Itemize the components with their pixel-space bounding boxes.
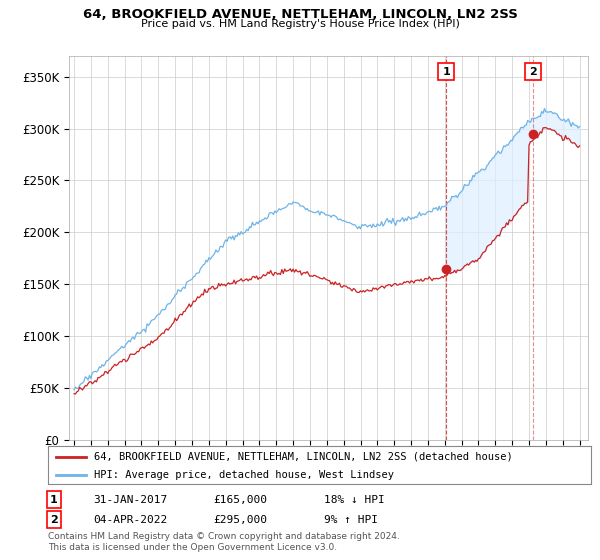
Text: HPI: Average price, detached house, West Lindsey: HPI: Average price, detached house, West… — [94, 470, 394, 480]
Text: 9% ↑ HPI: 9% ↑ HPI — [324, 515, 378, 525]
Text: This data is licensed under the Open Government Licence v3.0.: This data is licensed under the Open Gov… — [48, 543, 337, 552]
Text: 2: 2 — [50, 515, 58, 525]
Text: 1: 1 — [442, 67, 450, 77]
Text: Price paid vs. HM Land Registry's House Price Index (HPI): Price paid vs. HM Land Registry's House … — [140, 19, 460, 29]
Text: 64, BROOKFIELD AVENUE, NETTLEHAM, LINCOLN, LN2 2SS (detached house): 64, BROOKFIELD AVENUE, NETTLEHAM, LINCOL… — [94, 452, 513, 462]
Text: 1: 1 — [50, 494, 58, 505]
Text: £165,000: £165,000 — [213, 494, 267, 505]
Text: 31-JAN-2017: 31-JAN-2017 — [93, 494, 167, 505]
Text: £295,000: £295,000 — [213, 515, 267, 525]
Text: 2: 2 — [529, 67, 537, 77]
Text: 04-APR-2022: 04-APR-2022 — [93, 515, 167, 525]
Text: 18% ↓ HPI: 18% ↓ HPI — [324, 494, 385, 505]
Text: 64, BROOKFIELD AVENUE, NETTLEHAM, LINCOLN, LN2 2SS: 64, BROOKFIELD AVENUE, NETTLEHAM, LINCOL… — [83, 8, 517, 21]
Text: Contains HM Land Registry data © Crown copyright and database right 2024.: Contains HM Land Registry data © Crown c… — [48, 532, 400, 541]
